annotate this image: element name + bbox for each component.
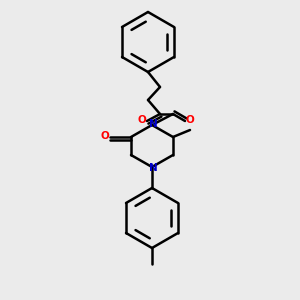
Text: N: N [148, 163, 158, 173]
Text: O: O [100, 131, 109, 141]
Text: O: O [138, 115, 146, 125]
Text: N: N [148, 119, 158, 129]
Text: O: O [186, 115, 194, 125]
